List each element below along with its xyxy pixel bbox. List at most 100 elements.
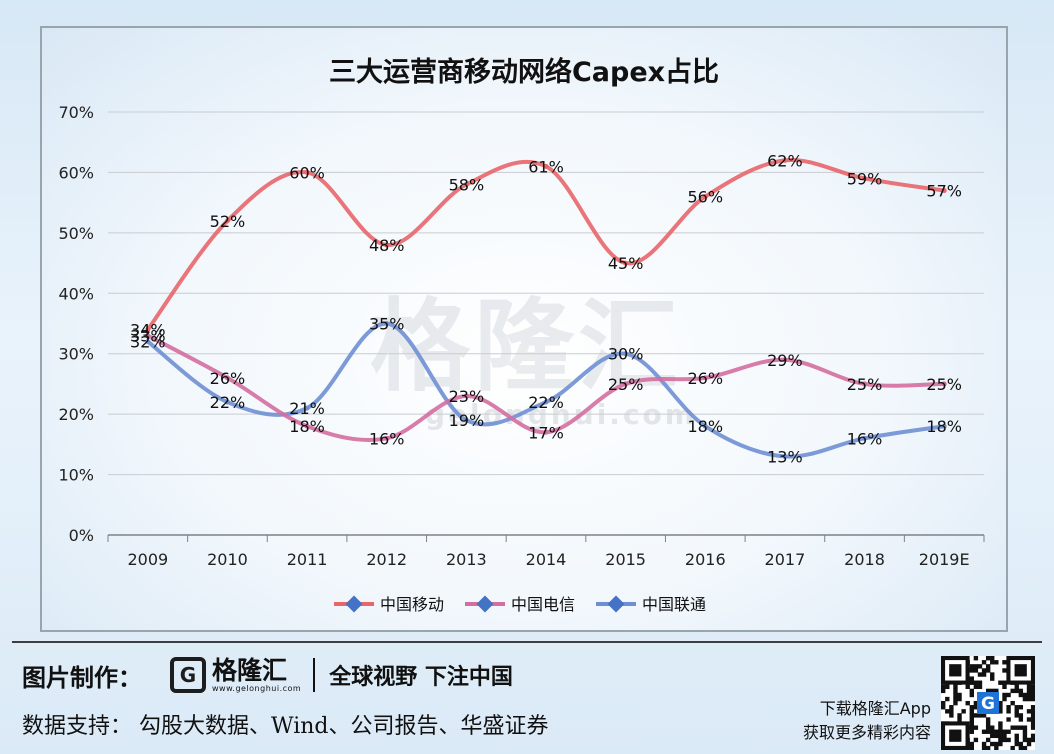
brand-logo: G 格隆汇 www.gelonghui.com: [170, 657, 301, 693]
data-label: 26%: [687, 369, 723, 388]
qr-badge: G: [981, 694, 995, 714]
data-point: [384, 435, 390, 441]
x-tick-label: 2016: [685, 550, 726, 569]
y-tick-label: 20%: [58, 405, 94, 424]
data-label: 60%: [289, 163, 325, 182]
data-label: 18%: [289, 417, 325, 436]
legend-marker-icon: [607, 595, 625, 613]
data-point: [782, 357, 788, 363]
x-tick-label: 2012: [366, 550, 407, 569]
x-tick-label: 2018: [844, 550, 885, 569]
legend-marker-icon: [345, 595, 363, 613]
data-label: 59%: [847, 169, 883, 188]
data-label: 17%: [528, 423, 564, 442]
data-point: [224, 399, 230, 405]
data-label: 25%: [926, 375, 962, 394]
data-point: [543, 429, 549, 435]
y-tick-label: 50%: [58, 224, 94, 243]
data-label: 18%: [687, 417, 723, 436]
footer-sources-row: 数据支持： 勾股大数据、Wind、公司报告、华盛证券: [22, 708, 549, 740]
data-point: [623, 260, 629, 266]
x-tick-label: 2015: [605, 550, 646, 569]
data-label: 19%: [449, 411, 485, 430]
data-point: [702, 194, 708, 200]
app-promo-line1: 下载格隆汇App: [819, 699, 931, 718]
data-point: [224, 375, 230, 381]
x-tick-label: 2009: [127, 550, 168, 569]
data-point: [941, 423, 947, 429]
data-label: 33%: [130, 327, 166, 346]
data-label: 32%: [130, 333, 166, 352]
data-point: [941, 381, 947, 387]
data-point: [862, 381, 868, 387]
data-point: [782, 453, 788, 459]
y-tick-label: 70%: [58, 103, 94, 122]
x-tick-label: 2019E: [919, 550, 970, 569]
data-point: [702, 423, 708, 429]
footer-divider: [12, 641, 1042, 643]
y-tick-label: 40%: [58, 284, 94, 303]
data-label: 34%: [130, 321, 166, 340]
data-label: 16%: [369, 429, 405, 448]
data-point: [941, 188, 947, 194]
data-label: 25%: [608, 375, 644, 394]
data-label: 13%: [767, 447, 803, 466]
data-point: [145, 339, 151, 345]
x-tick-label: 2014: [526, 550, 567, 569]
data-label: 23%: [449, 387, 485, 406]
data-label: 22%: [210, 393, 246, 412]
x-tick-label: 2010: [207, 550, 248, 569]
app-promo: 下载格隆汇App 获取更多精彩内容: [803, 697, 931, 745]
data-point: [862, 435, 868, 441]
data-label: 18%: [926, 417, 962, 436]
data-point: [145, 327, 151, 333]
series-line-1: [145, 157, 947, 332]
data-point: [543, 163, 549, 169]
data-label: 58%: [449, 176, 485, 195]
y-tick-label: 0%: [69, 526, 94, 545]
legend-entry: 中国联通: [642, 595, 706, 614]
brand-url: www.gelonghui.com: [212, 683, 302, 693]
x-tick-label: 2017: [765, 550, 806, 569]
data-label: 26%: [210, 369, 246, 388]
chart-frame: 三大运营商移动网络Capex占比: [40, 26, 1008, 632]
data-point: [304, 423, 310, 429]
data-label: 29%: [767, 351, 803, 370]
data-point: [623, 351, 629, 357]
data-label: 16%: [847, 429, 883, 448]
data-point: [463, 393, 469, 399]
data-label: 22%: [528, 393, 564, 412]
x-tick-label: 2013: [446, 550, 487, 569]
legend-entry: 中国移动: [380, 595, 444, 614]
data-label: 61%: [528, 157, 564, 176]
footer-credit-row: 图片制作： G 格隆汇 www.gelonghui.com 全球视野 下注中国: [22, 656, 513, 694]
data-point: [623, 381, 629, 387]
data-point: [463, 417, 469, 423]
data-point: [463, 182, 469, 188]
qr-code-icon[interactable]: G: [941, 656, 1035, 750]
g-logo-icon: G: [170, 657, 206, 693]
x-tick-label: 2011: [287, 550, 328, 569]
data-label: 57%: [926, 182, 962, 201]
data-point: [145, 333, 151, 339]
data-label: 21%: [289, 399, 325, 418]
data-label: 25%: [847, 375, 883, 394]
data-point: [782, 157, 788, 163]
y-tick-label: 60%: [58, 163, 94, 182]
data-label: 56%: [687, 188, 723, 207]
legend-entry: 中国电信: [511, 595, 575, 614]
data-label: 52%: [210, 212, 246, 231]
chart-title: 三大运营商移动网络Capex占比: [328, 57, 720, 88]
data-label: 30%: [608, 345, 644, 364]
credit-label: 图片制作：: [22, 663, 142, 692]
data-point: [543, 399, 549, 405]
data-point: [304, 405, 310, 411]
data-point: [384, 242, 390, 248]
data-point: [224, 218, 230, 224]
data-point: [384, 321, 390, 326]
data-point: [304, 169, 310, 175]
data-label: 35%: [369, 315, 405, 334]
y-tick-label: 30%: [58, 345, 94, 364]
brand-name: 格隆汇: [212, 655, 288, 685]
data-sources: 数据支持： 勾股大数据、Wind、公司报告、华盛证券: [22, 714, 549, 739]
